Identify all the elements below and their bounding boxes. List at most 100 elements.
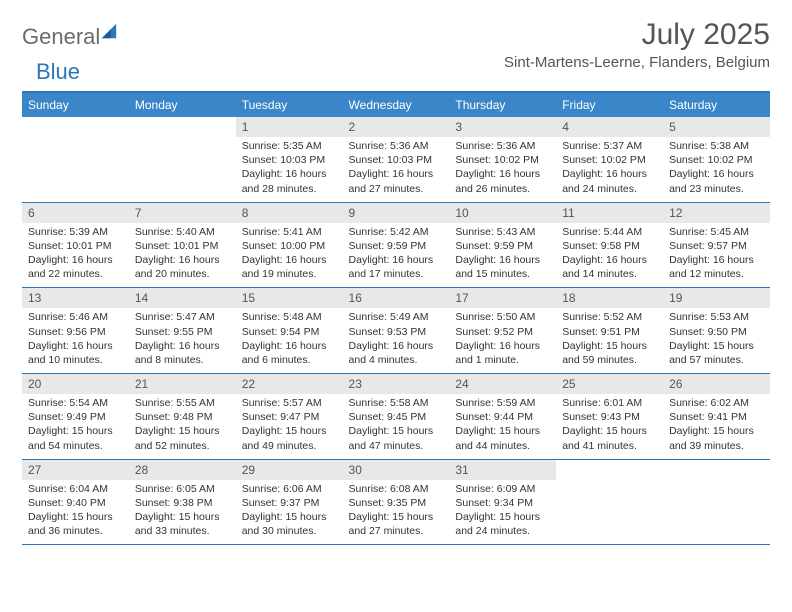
brand-logo: General — [22, 18, 120, 50]
day-number: 3 — [449, 117, 556, 137]
day-details: Sunrise: 5:52 AMSunset: 9:51 PMDaylight:… — [556, 308, 663, 373]
empty-cell: 0 — [663, 459, 770, 545]
empty-cell: 0 — [22, 117, 129, 202]
day-cell: 13Sunrise: 5:46 AMSunset: 9:56 PMDayligh… — [22, 288, 129, 374]
month-title: July 2025 — [504, 18, 770, 52]
day-number: 6 — [22, 203, 129, 223]
day-number: 13 — [22, 288, 129, 308]
weekday-header: Tuesday — [236, 93, 343, 117]
calendar-table: SundayMondayTuesdayWednesdayThursdayFrid… — [22, 93, 770, 545]
day-details: Sunrise: 5:36 AMSunset: 10:02 PMDaylight… — [449, 137, 556, 202]
calendar-row: 6Sunrise: 5:39 AMSunset: 10:01 PMDayligh… — [22, 202, 770, 288]
calendar-row: 27Sunrise: 6:04 AMSunset: 9:40 PMDayligh… — [22, 459, 770, 545]
weekday-header: Thursday — [449, 93, 556, 117]
day-number: 9 — [343, 203, 450, 223]
day-number: 1 — [236, 117, 343, 137]
day-number: 25 — [556, 374, 663, 394]
day-number: 18 — [556, 288, 663, 308]
day-details: Sunrise: 5:46 AMSunset: 9:56 PMDaylight:… — [22, 308, 129, 373]
day-number: 27 — [22, 460, 129, 480]
title-block: July 2025 Sint-Martens-Leerne, Flanders,… — [504, 18, 770, 71]
day-number: 28 — [129, 460, 236, 480]
day-details: Sunrise: 6:04 AMSunset: 9:40 PMDaylight:… — [22, 480, 129, 545]
brand-name-blue: Blue — [36, 59, 80, 85]
day-cell: 7Sunrise: 5:40 AMSunset: 10:01 PMDayligh… — [129, 202, 236, 288]
day-cell: 2Sunrise: 5:36 AMSunset: 10:03 PMDayligh… — [343, 117, 450, 202]
day-number: 22 — [236, 374, 343, 394]
day-details: Sunrise: 6:02 AMSunset: 9:41 PMDaylight:… — [663, 394, 770, 459]
day-details: Sunrise: 5:55 AMSunset: 9:48 PMDaylight:… — [129, 394, 236, 459]
day-cell: 9Sunrise: 5:42 AMSunset: 9:59 PMDaylight… — [343, 202, 450, 288]
day-details: Sunrise: 6:05 AMSunset: 9:38 PMDaylight:… — [129, 480, 236, 545]
day-details: Sunrise: 5:53 AMSunset: 9:50 PMDaylight:… — [663, 308, 770, 373]
day-details: Sunrise: 5:35 AMSunset: 10:03 PMDaylight… — [236, 137, 343, 202]
day-details: Sunrise: 5:42 AMSunset: 9:59 PMDaylight:… — [343, 223, 450, 288]
empty-cell: 0 — [556, 459, 663, 545]
day-number: 23 — [343, 374, 450, 394]
day-cell: 20Sunrise: 5:54 AMSunset: 9:49 PMDayligh… — [22, 374, 129, 460]
day-cell: 3Sunrise: 5:36 AMSunset: 10:02 PMDayligh… — [449, 117, 556, 202]
empty-cell: 0 — [129, 117, 236, 202]
day-cell: 28Sunrise: 6:05 AMSunset: 9:38 PMDayligh… — [129, 459, 236, 545]
day-number: 20 — [22, 374, 129, 394]
day-number: 29 — [236, 460, 343, 480]
day-cell: 8Sunrise: 5:41 AMSunset: 10:00 PMDayligh… — [236, 202, 343, 288]
day-details: Sunrise: 5:54 AMSunset: 9:49 PMDaylight:… — [22, 394, 129, 459]
weekday-header: Monday — [129, 93, 236, 117]
day-number: 24 — [449, 374, 556, 394]
day-details: Sunrise: 6:06 AMSunset: 9:37 PMDaylight:… — [236, 480, 343, 545]
weekday-header: Sunday — [22, 93, 129, 117]
day-number: 16 — [343, 288, 450, 308]
day-cell: 19Sunrise: 5:53 AMSunset: 9:50 PMDayligh… — [663, 288, 770, 374]
day-details: Sunrise: 5:58 AMSunset: 9:45 PMDaylight:… — [343, 394, 450, 459]
day-details: Sunrise: 5:44 AMSunset: 9:58 PMDaylight:… — [556, 223, 663, 288]
day-number: 11 — [556, 203, 663, 223]
day-cell: 16Sunrise: 5:49 AMSunset: 9:53 PMDayligh… — [343, 288, 450, 374]
day-number: 4 — [556, 117, 663, 137]
day-details: Sunrise: 5:38 AMSunset: 10:02 PMDaylight… — [663, 137, 770, 202]
day-number: 30 — [343, 460, 450, 480]
day-cell: 29Sunrise: 6:06 AMSunset: 9:37 PMDayligh… — [236, 459, 343, 545]
day-cell: 31Sunrise: 6:09 AMSunset: 9:34 PMDayligh… — [449, 459, 556, 545]
day-details: Sunrise: 5:59 AMSunset: 9:44 PMDaylight:… — [449, 394, 556, 459]
day-details: Sunrise: 5:49 AMSunset: 9:53 PMDaylight:… — [343, 308, 450, 373]
day-number: 12 — [663, 203, 770, 223]
day-number: 17 — [449, 288, 556, 308]
calendar-row: 0 0 1Sunrise: 5:35 AMSunset: 10:03 PMDay… — [22, 117, 770, 202]
day-cell: 11Sunrise: 5:44 AMSunset: 9:58 PMDayligh… — [556, 202, 663, 288]
day-number: 10 — [449, 203, 556, 223]
day-details: Sunrise: 5:36 AMSunset: 10:03 PMDaylight… — [343, 137, 450, 202]
day-cell: 22Sunrise: 5:57 AMSunset: 9:47 PMDayligh… — [236, 374, 343, 460]
day-number: 2 — [343, 117, 450, 137]
day-cell: 12Sunrise: 5:45 AMSunset: 9:57 PMDayligh… — [663, 202, 770, 288]
day-cell: 18Sunrise: 5:52 AMSunset: 9:51 PMDayligh… — [556, 288, 663, 374]
day-details: Sunrise: 5:43 AMSunset: 9:59 PMDaylight:… — [449, 223, 556, 288]
day-number: 19 — [663, 288, 770, 308]
day-details: Sunrise: 5:37 AMSunset: 10:02 PMDaylight… — [556, 137, 663, 202]
calendar-head: SundayMondayTuesdayWednesdayThursdayFrid… — [22, 93, 770, 117]
day-number: 26 — [663, 374, 770, 394]
day-cell: 26Sunrise: 6:02 AMSunset: 9:41 PMDayligh… — [663, 374, 770, 460]
day-details: Sunrise: 5:50 AMSunset: 9:52 PMDaylight:… — [449, 308, 556, 373]
day-details: Sunrise: 5:47 AMSunset: 9:55 PMDaylight:… — [129, 308, 236, 373]
day-details: Sunrise: 6:08 AMSunset: 9:35 PMDaylight:… — [343, 480, 450, 545]
day-number: 14 — [129, 288, 236, 308]
brand-name-grey: General — [22, 24, 100, 50]
day-cell: 23Sunrise: 5:58 AMSunset: 9:45 PMDayligh… — [343, 374, 450, 460]
day-cell: 6Sunrise: 5:39 AMSunset: 10:01 PMDayligh… — [22, 202, 129, 288]
day-cell: 17Sunrise: 5:50 AMSunset: 9:52 PMDayligh… — [449, 288, 556, 374]
weekday-header: Saturday — [663, 93, 770, 117]
day-cell: 24Sunrise: 5:59 AMSunset: 9:44 PMDayligh… — [449, 374, 556, 460]
day-details: Sunrise: 5:45 AMSunset: 9:57 PMDaylight:… — [663, 223, 770, 288]
day-cell: 15Sunrise: 5:48 AMSunset: 9:54 PMDayligh… — [236, 288, 343, 374]
day-cell: 27Sunrise: 6:04 AMSunset: 9:40 PMDayligh… — [22, 459, 129, 545]
day-number: 15 — [236, 288, 343, 308]
day-cell: 4Sunrise: 5:37 AMSunset: 10:02 PMDayligh… — [556, 117, 663, 202]
day-details: Sunrise: 5:57 AMSunset: 9:47 PMDaylight:… — [236, 394, 343, 459]
location: Sint-Martens-Leerne, Flanders, Belgium — [504, 54, 770, 71]
day-number: 7 — [129, 203, 236, 223]
day-cell: 21Sunrise: 5:55 AMSunset: 9:48 PMDayligh… — [129, 374, 236, 460]
calendar-body: 0 0 1Sunrise: 5:35 AMSunset: 10:03 PMDay… — [22, 117, 770, 545]
day-number: 31 — [449, 460, 556, 480]
day-details: Sunrise: 5:48 AMSunset: 9:54 PMDaylight:… — [236, 308, 343, 373]
